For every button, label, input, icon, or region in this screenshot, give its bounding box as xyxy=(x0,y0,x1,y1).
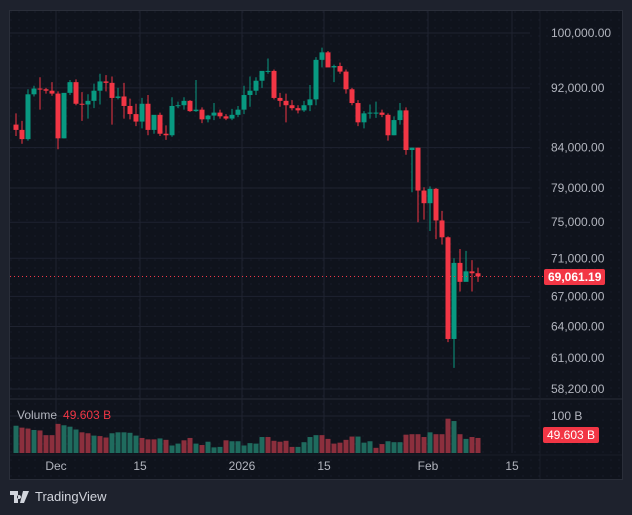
price-axis-label: 67,000.00 xyxy=(551,289,605,303)
tradingview-logo[interactable]: TradingView xyxy=(10,489,107,504)
chart-frame[interactable]: 100,000.00 92,000.00 84,000.00 79,000.00 75,… xyxy=(9,10,623,480)
last-volume-tag: 49.603 B xyxy=(543,427,600,443)
price-axis-label: 100,000.00 xyxy=(551,26,611,40)
candlestick-chart[interactable]: 100,000.00 92,000.00 84,000.00 79,000.00 75,… xyxy=(10,11,622,479)
price-axis-label: 71,000.00 xyxy=(551,251,605,265)
time-axis-label: Dec xyxy=(45,459,66,473)
time-axis-label: 15 xyxy=(317,459,331,473)
last-price-tag: 69,061.19 xyxy=(544,269,606,285)
price-axis-label: 84,000.00 xyxy=(551,141,605,155)
time-axis-label: Feb xyxy=(418,459,439,473)
tradingview-logo-icon xyxy=(10,490,29,503)
price-axis-label: 61,000.00 xyxy=(551,351,605,365)
price-axis-label: 79,000.00 xyxy=(551,181,605,195)
time-axis-label: 2026 xyxy=(229,459,256,473)
volume-value: 49.603 B xyxy=(63,408,112,422)
svg-text:100 B: 100 B xyxy=(551,409,582,423)
volume-label: Volume xyxy=(17,408,58,422)
brand-name: TradingView xyxy=(35,489,107,504)
time-axis-label: 15 xyxy=(505,459,519,473)
price-axis-label: 58,200.00 xyxy=(551,382,605,396)
time-axis-label: 15 xyxy=(133,459,147,473)
price-axis-label: 92,000.00 xyxy=(551,81,605,95)
volume-legend: Volume 49.603 B xyxy=(17,408,111,422)
price-axis-label: 64,000.00 xyxy=(551,320,605,334)
price-axis-label: 75,000.00 xyxy=(551,215,605,229)
